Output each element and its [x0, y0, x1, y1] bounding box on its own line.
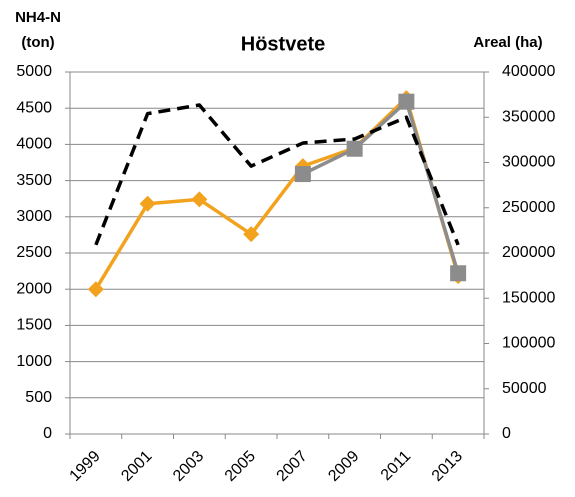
y2-tick-label: 100000 [502, 335, 555, 352]
y-tick-label: 1500 [16, 317, 52, 334]
y-tick-label: 1000 [16, 353, 52, 370]
series-line [94, 103, 460, 246]
y2-tick-label: 300000 [502, 154, 555, 171]
y2-tick-label: 400000 [502, 63, 555, 80]
point-marker [346, 140, 363, 157]
y-tick-label: 4000 [16, 136, 52, 153]
y-tick-label: 4500 [16, 99, 52, 116]
y-tick-label: 3500 [16, 172, 52, 189]
y2-tick-label: 350000 [502, 108, 555, 125]
x-tick-label: 2005 [222, 448, 259, 485]
y2-tick-label: 0 [502, 425, 511, 442]
x-tick-label: 2013 [429, 448, 466, 485]
y2-axis-label: Areal (ha) [473, 34, 542, 51]
y-tick-label: 2500 [16, 244, 52, 261]
x-tick-label: 2001 [118, 448, 155, 485]
chart-title: Höstvete [241, 33, 325, 55]
y-tick-label: 5000 [16, 63, 52, 80]
point-marker [139, 195, 156, 212]
point-marker [398, 93, 415, 110]
x-tick-label: 2009 [325, 448, 362, 485]
x-tick-label: 2007 [273, 448, 310, 485]
y-tick-label: 2000 [16, 280, 52, 297]
point-marker [191, 191, 208, 208]
point-marker [294, 166, 311, 183]
y2-tick-label: 200000 [502, 244, 555, 261]
y-axis-label: NH4-N [15, 9, 61, 26]
point-marker [450, 265, 467, 282]
y2-tick-label: 150000 [502, 289, 555, 306]
point-marker [243, 226, 260, 243]
point-marker [87, 281, 104, 298]
y2-tick-label: 250000 [502, 199, 555, 216]
series-line [302, 99, 460, 274]
series-line [94, 96, 460, 291]
y2-tick-label: 50000 [502, 380, 547, 397]
y-tick-label: 0 [43, 425, 52, 442]
x-tick-label: 1999 [66, 448, 103, 485]
x-tick-label: 2003 [170, 448, 207, 485]
y-axis-label: (ton) [21, 34, 54, 51]
x-tick-label: 2011 [378, 448, 414, 484]
y-tick-label: 500 [25, 389, 52, 406]
y-tick-label: 3000 [16, 208, 52, 225]
